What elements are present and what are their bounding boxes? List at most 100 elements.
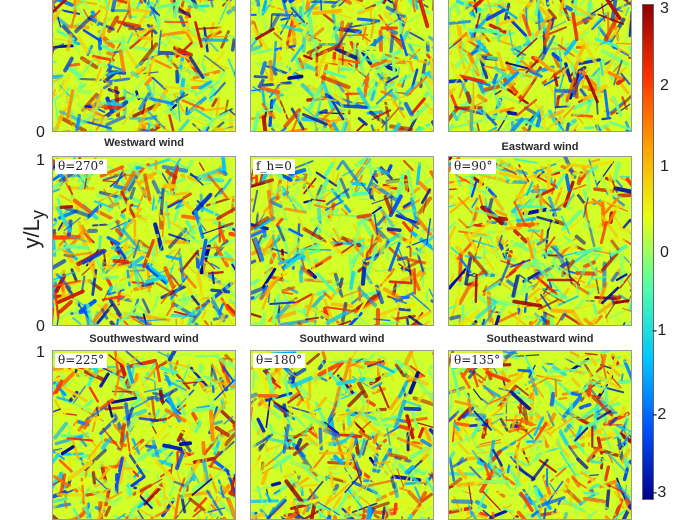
field-streak: [147, 131, 148, 132]
field-streak: [230, 269, 232, 285]
field-streak: [631, 474, 632, 490]
panel-r2c0: θ=225°: [52, 350, 236, 520]
field-plot: [251, 351, 434, 520]
field-streak: [486, 87, 498, 90]
field-streak: [630, 302, 632, 309]
field-streak: [476, 275, 477, 302]
field-streak: [579, 360, 600, 363]
field-streak: [75, 302, 76, 318]
field-streak: [505, 475, 511, 477]
y-axis-label: y/Ly: [19, 199, 49, 259]
field-streak: [57, 371, 74, 372]
field-streak: [93, 473, 94, 483]
panel-r2c2: θ=135°: [448, 350, 632, 520]
panel-label: θ=225°: [55, 353, 107, 368]
field-streak: [449, 53, 450, 55]
field-streak: [531, 395, 533, 421]
field-streak: [480, 178, 482, 187]
field-streak: [58, 494, 82, 495]
field-streak: [621, 177, 630, 178]
field-streak: [512, 306, 526, 308]
row1-top-tick: 1: [36, 152, 45, 170]
field-streak: [517, 448, 518, 476]
field-streak: [312, 259, 314, 271]
panel-r1c1: f_h=0: [250, 156, 434, 326]
field-plot: [251, 0, 434, 132]
panel-label: f_h=0: [253, 159, 295, 174]
field-streak: [235, 476, 236, 479]
field-streak: [235, 363, 236, 378]
field-streak: [544, 314, 545, 326]
field-streak: [61, 207, 71, 208]
field-streak: [349, 122, 350, 132]
field-streak: [175, 3, 178, 17]
field-streak: [235, 259, 236, 273]
field-streak: [235, 83, 236, 96]
field-streak: [541, 230, 542, 240]
field-streak: [411, 117, 429, 119]
field-streak: [308, 325, 315, 326]
field-streak: [577, 273, 596, 274]
field-streak: [93, 225, 107, 226]
field-streak: [593, 255, 600, 256]
field-streak: [584, 191, 586, 199]
field-streak: [107, 41, 125, 42]
field-streak: [209, 272, 223, 273]
field-streak: [330, 441, 345, 444]
field-streak: [301, 271, 302, 281]
field-streak: [582, 269, 584, 275]
field-streak: [80, 91, 90, 93]
field-streak: [307, 399, 308, 408]
field-streak: [631, 129, 632, 132]
colorbar-tick: 3: [660, 0, 669, 18]
field-streak: [253, 371, 254, 389]
field-streak: [53, 77, 62, 78]
field-streak: [309, 202, 310, 208]
field-streak: [161, 106, 162, 131]
field-streak: [141, 369, 150, 371]
field-streak: [407, 508, 423, 510]
field-streak: [77, 116, 79, 131]
field-streak: [300, 8, 301, 14]
field-streak: [70, 64, 78, 65]
field-plot: [449, 157, 632, 326]
field-streak: [314, 11, 340, 14]
field-streak: [471, 87, 477, 89]
field-streak: [283, 435, 307, 436]
field-streak: [568, 165, 592, 167]
field-streak: [315, 374, 316, 384]
caption-eastward: Eastward wind: [448, 141, 632, 153]
field-streak: [340, 279, 342, 287]
field-streak: [235, 71, 236, 95]
field-streak: [375, 462, 390, 463]
field-streak: [110, 204, 118, 207]
field-streak: [98, 196, 108, 199]
field-streak: [602, 356, 604, 366]
field-streak: [400, 309, 410, 310]
field-streak: [122, 294, 131, 296]
field-streak: [552, 311, 572, 312]
field-streak: [333, 304, 352, 306]
colorbar-tick: -1: [652, 322, 666, 340]
y-axis-label-main: y/L: [19, 219, 44, 248]
row1-bottom-tick: 0: [36, 318, 45, 336]
field-streak: [552, 394, 554, 404]
field-streak: [225, 259, 233, 260]
field-streak: [628, 18, 629, 28]
caption-southward: Southward wind: [250, 333, 434, 345]
field-streak: [281, 18, 288, 19]
field-streak: [592, 462, 601, 463]
field-streak: [471, 111, 472, 132]
field-streak: [235, 369, 236, 385]
panel-label: θ=270°: [55, 159, 107, 174]
field-streak: [351, 273, 354, 288]
field-streak: [618, 80, 623, 83]
field-streak: [559, 398, 566, 399]
field-streak: [255, 77, 267, 78]
field-streak: [489, 58, 498, 59]
field-streak: [254, 324, 262, 325]
field-streak: [251, 298, 253, 300]
field-streak: [469, 400, 471, 413]
field-streak: [224, 476, 231, 477]
field-streak: [519, 370, 530, 371]
